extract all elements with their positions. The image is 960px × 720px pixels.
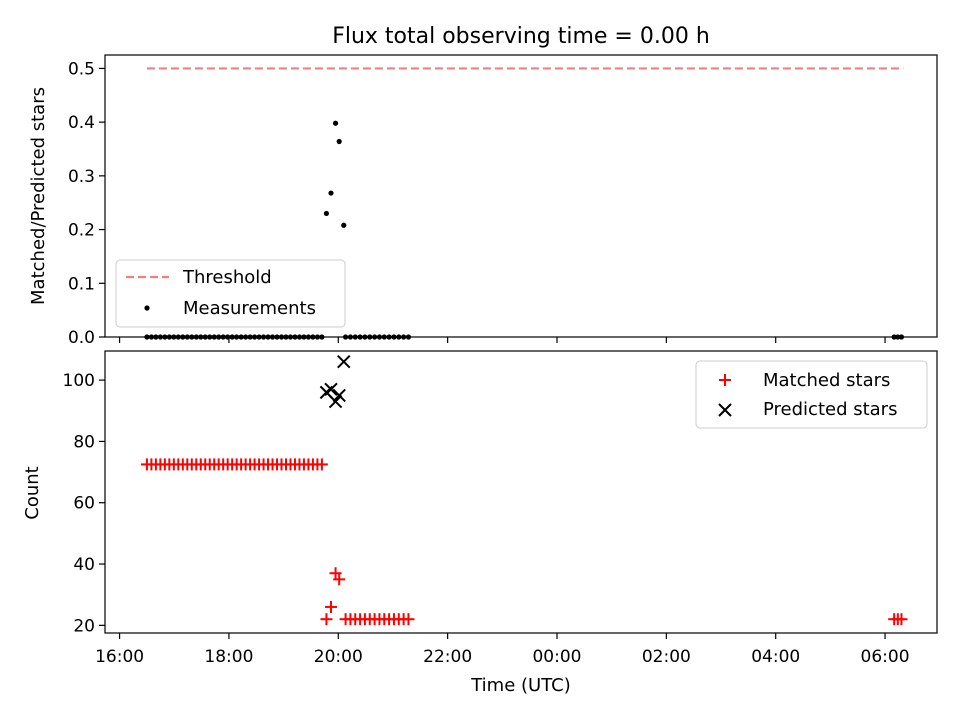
chart-title: Flux total observing time = 0.00 h <box>332 24 710 49</box>
ratio-axes-frame <box>104 54 938 338</box>
y-tick-label: 40 <box>73 555 95 575</box>
ratio-legend: Threshold Measurements <box>115 259 346 328</box>
x-tick-label: 00:00 <box>532 647 581 667</box>
matched-star-point <box>402 613 415 626</box>
matched-star-point <box>320 613 333 626</box>
x-tick-label: 22:00 <box>423 647 472 667</box>
y-tick-label: 100 <box>63 371 95 391</box>
y-tick-label: 0.0 <box>68 328 95 348</box>
predicted-star-point <box>337 355 351 369</box>
counts-y-axis-label: Count <box>22 466 43 519</box>
y-tick-label: 20 <box>73 616 95 636</box>
x-tick-label: 02:00 <box>642 647 691 667</box>
matched-legend-label: Matched stars <box>763 370 890 391</box>
matched-star-point <box>315 458 328 471</box>
predicted-star-point <box>324 382 338 397</box>
y-tick-label: 60 <box>73 494 95 514</box>
x-tick-label: 18:00 <box>204 647 253 667</box>
counts-legend: Matched stars Predicted stars <box>695 360 928 429</box>
measurement-point <box>341 222 347 228</box>
y-tick-label: 0.2 <box>68 221 95 241</box>
y-tick-label: 0.4 <box>68 113 95 133</box>
matched-legend-marker <box>719 374 731 386</box>
counts-axes-frame <box>104 350 938 634</box>
y-tick-label: 80 <box>73 432 95 452</box>
counts-legend-box <box>695 360 928 429</box>
matched-star-point <box>895 613 908 626</box>
x-axis-label: Time (UTC) <box>470 675 571 696</box>
ratio-legend-box <box>115 259 346 328</box>
x-tick-label: 20:00 <box>314 647 363 667</box>
x-tick-label: 04:00 <box>751 647 800 667</box>
y-tick-label: 0.5 <box>68 59 95 79</box>
measurement-point <box>323 210 330 217</box>
x-tick-label: 06:00 <box>861 647 910 667</box>
predicted-star-point <box>328 394 343 409</box>
measurements-legend-label: Measurements <box>183 298 316 319</box>
counts-panel: 20 40 60 80 100 16:00 18:00 20:00 22:00 00:00 02:… <box>22 350 938 696</box>
measurement-point <box>332 120 339 126</box>
ratio-y-axis-label: Matched/Predicted stars <box>28 87 49 305</box>
y-tick-label: 0.1 <box>68 274 95 294</box>
ratio-panel: 0.0 0.1 0.2 0.3 0.4 0.5 Matched/Predicted sta… <box>28 54 938 348</box>
measurements-legend-marker <box>144 305 150 311</box>
matched-star-point <box>333 573 346 586</box>
y-tick-label: 0.3 <box>68 167 95 187</box>
predicted-star-point <box>332 388 346 403</box>
x-tick-label: 16:00 <box>95 647 144 667</box>
predicted-legend-marker <box>718 403 732 417</box>
matched-star-point <box>324 600 337 613</box>
threshold-legend-label: Threshold <box>182 267 272 288</box>
measurement-point <box>328 190 334 196</box>
predicted-legend-label: Predicted stars <box>763 399 897 420</box>
measurement-point <box>336 138 342 145</box>
matched-star-point <box>329 567 342 580</box>
